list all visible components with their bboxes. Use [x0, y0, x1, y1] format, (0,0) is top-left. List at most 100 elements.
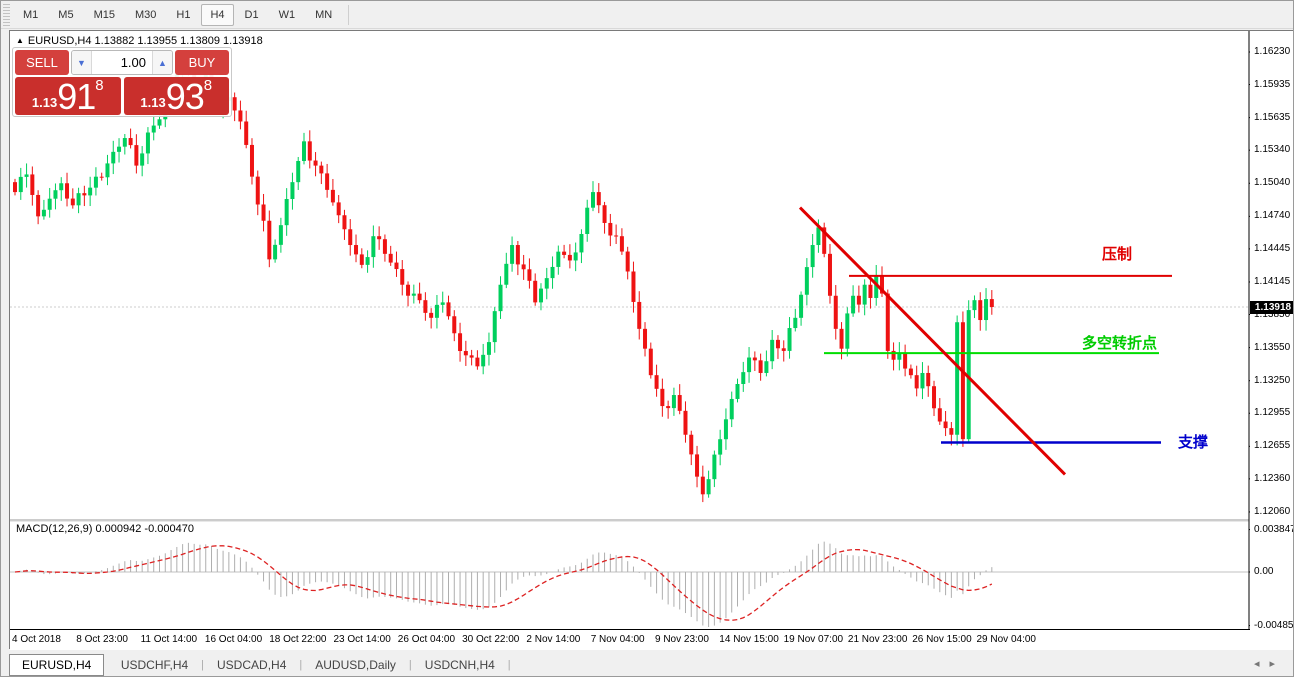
candle-body	[313, 160, 318, 166]
candle-body	[82, 193, 87, 196]
candle-body	[244, 121, 249, 145]
candle-body	[452, 316, 457, 334]
candle-body	[885, 293, 890, 351]
chart-tab-eurusd-h4[interactable]: EURUSD,H4	[9, 653, 105, 676]
candle-body	[966, 310, 971, 440]
timeframe-button-h4[interactable]: H4	[201, 3, 234, 26]
candle-body	[752, 357, 757, 361]
ask-price-box[interactable]: 1.13 93 8	[123, 77, 229, 115]
timeframe-button-h1[interactable]: H1	[176, 8, 191, 21]
candle-body	[53, 190, 58, 199]
candle-body	[377, 236, 382, 240]
candle-body	[492, 311, 497, 343]
chart-tab-usdcnh-h4[interactable]: USDCNH,H4	[424, 657, 495, 672]
candle-body	[631, 271, 636, 302]
candle-body	[816, 227, 821, 246]
candle-body	[41, 209, 46, 217]
candle-body	[666, 406, 671, 409]
candle-body	[978, 300, 983, 321]
candle-body	[770, 339, 775, 362]
candle-body	[660, 388, 665, 407]
price-axis-label: 1.15635	[1254, 111, 1291, 123]
candle-body	[654, 375, 659, 389]
timeframe-button-mn[interactable]: MN	[315, 8, 333, 21]
candle-body	[486, 342, 491, 355]
time-axis-label: 4 Oct 2018	[12, 634, 61, 645]
timeframe-button-m1[interactable]: M1	[23, 8, 39, 21]
candle-body	[839, 328, 844, 349]
volume-decrease-button[interactable]: ▼	[72, 51, 92, 74]
price-axis-label: 1.15340	[1254, 144, 1291, 156]
candle-body	[440, 302, 445, 305]
sell-button[interactable]: SELL	[15, 50, 69, 75]
candle-body	[764, 361, 769, 373]
candle-body	[712, 454, 717, 480]
candle-body	[903, 353, 908, 369]
annotation-resistance[interactable]: 压制	[1102, 245, 1133, 263]
time-axis-label: 26 Oct 04:00	[397, 634, 456, 645]
candle-body	[926, 372, 931, 387]
candle-body	[388, 253, 393, 263]
timeframe-button-m15[interactable]: M15	[93, 8, 115, 21]
tab-separator: |	[408, 658, 412, 671]
candle-body	[880, 275, 884, 294]
candle-body	[365, 257, 370, 265]
candle-body	[718, 439, 723, 455]
candle-body	[296, 160, 301, 183]
time-axis-label: 9 Nov 23:00	[655, 634, 709, 645]
candle-body	[804, 267, 809, 295]
candle-body	[625, 251, 630, 272]
chart-tabs: EURUSD,H4 USDCHF,H4 | USDCAD,H4 | AUDUSD,Dai…	[9, 653, 512, 676]
time-axis-label: 14 Nov 15:00	[719, 634, 779, 645]
price-axis-label: 1.12060	[1254, 505, 1291, 517]
chart-tabbar: EURUSD,H4 USDCHF,H4 | USDCAD,H4 | AUDUSD,Dai…	[1, 651, 1293, 676]
price-axis-label: 1.12655	[1254, 440, 1291, 452]
bid-price-box[interactable]: 1.13 91 8	[15, 77, 121, 115]
chart-tab-audusd-daily[interactable]: AUDUSD,Daily	[315, 657, 396, 672]
chart-tab-usdcad-h4[interactable]: USDCAD,H4	[217, 657, 287, 672]
toolbar-grip-handle[interactable]	[3, 3, 10, 26]
annotation-support[interactable]: 支撑	[1178, 433, 1209, 451]
candle-body	[88, 187, 93, 196]
timeframe-button-w1[interactable]: W1	[278, 8, 296, 21]
candle-body	[307, 141, 312, 161]
macd-signal-line	[14, 545, 993, 621]
candle-body	[498, 284, 503, 312]
bid-big-digits: 91	[57, 75, 96, 117]
price-axis-label: 1.15935	[1254, 78, 1291, 90]
candle-body	[608, 222, 613, 236]
candle-body	[758, 360, 763, 373]
price-axis[interactable]: 1.16230 1.15935 1.15635 1.15340 1.15040 1.147…	[1250, 31, 1294, 650]
time-axis-label: 21 Nov 23:00	[847, 634, 908, 645]
macd-axis-label: -0.004856	[1254, 619, 1294, 631]
timeframe-button-m5[interactable]: M5	[58, 8, 74, 21]
candle-body	[741, 372, 746, 385]
candle-body	[602, 205, 607, 223]
time-axis[interactable]: 4 Oct 2018 8 Oct 23:00 11 Oct 14:00 16 Oct …	[10, 629, 1250, 650]
time-axis-label: 30 Oct 22:00	[462, 634, 520, 645]
macd-axis-label: 0.003847	[1254, 523, 1294, 535]
volume-input[interactable]: 1.00	[120, 55, 146, 70]
candle-body	[643, 328, 648, 349]
buy-button[interactable]: BUY	[175, 50, 229, 75]
tab-scroll-left-icon[interactable]: ◂	[1253, 658, 1270, 670]
candle-body	[290, 182, 295, 200]
tab-scroll-arrows[interactable]: ◂▸	[1254, 657, 1285, 670]
candle-body	[735, 384, 740, 399]
annotation-pivot[interactable]: 多空转折点	[1082, 334, 1158, 352]
volume-increase-button[interactable]: ▲	[152, 51, 172, 74]
candle-body	[134, 145, 139, 166]
candle-body	[851, 295, 856, 314]
chart-area[interactable]: ▲ EURUSD,H4 1.13882 1.13955 1.13809 1.139…	[9, 30, 1294, 650]
candle-body	[943, 421, 948, 429]
chart-tab-usdchf-h4[interactable]: USDCHF,H4	[120, 657, 189, 672]
candle-body	[781, 348, 786, 351]
timeframe-button-m30[interactable]: M30	[134, 8, 157, 21]
candle-body	[99, 176, 104, 178]
tab-scroll-right-icon[interactable]: ▸	[1269, 658, 1285, 670]
timeframe-button-d1[interactable]: D1	[244, 8, 259, 21]
candle-body	[434, 304, 439, 318]
candle-body	[475, 357, 480, 367]
candle-body	[70, 198, 75, 206]
